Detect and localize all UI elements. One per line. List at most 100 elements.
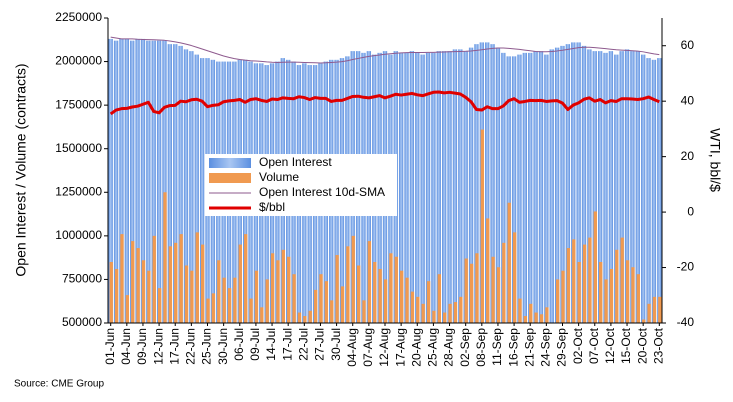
- open-interest-bar: [463, 51, 468, 323]
- open-interest-bar: [630, 51, 635, 323]
- open-interest-bar: [452, 49, 458, 323]
- open-interest-bar: [506, 56, 511, 323]
- x-tick-label: 25-Aug: [426, 328, 440, 367]
- volume-bar: [620, 237, 624, 323]
- volume-bar: [448, 303, 452, 323]
- volume-bar: [141, 260, 146, 323]
- open-interest-bar: [528, 52, 533, 323]
- volume-bar: [233, 277, 237, 323]
- open-interest-bar: [571, 42, 576, 324]
- x-tick-label: 30-Jul: [329, 328, 343, 361]
- volume-bar: [249, 298, 253, 323]
- x-tick-label: 21-Sep: [522, 328, 536, 367]
- y-tick-label: 1750000: [55, 97, 102, 111]
- volume-bar: [131, 241, 135, 323]
- open-interest-bar: [167, 44, 173, 324]
- open-interest-bar: [156, 40, 162, 324]
- volume-bar: [475, 253, 479, 323]
- legend-label: $/bbl: [259, 200, 285, 214]
- x-tick-label: 30-Jun: [216, 328, 230, 365]
- legend-swatch: [209, 173, 251, 183]
- volume-bar: [491, 256, 495, 323]
- y-axis-title: Open Interest / Volume (contracts): [13, 63, 29, 276]
- volume-bar: [647, 303, 651, 323]
- x-tick-label: 06-Jul: [232, 328, 246, 361]
- volume-bar: [168, 246, 173, 323]
- volume-bar: [642, 319, 646, 323]
- volume-bar: [443, 312, 447, 323]
- y-tick-label: 1250000: [55, 184, 102, 198]
- open-interest-bar: [146, 40, 151, 324]
- open-interest-bar: [404, 52, 409, 323]
- open-interest-bar: [113, 40, 119, 324]
- open-interest-bar: [130, 40, 135, 324]
- volume-bar: [114, 268, 119, 323]
- volume-bar: [362, 300, 366, 323]
- volume-bar: [625, 260, 630, 323]
- volume-bar: [303, 316, 307, 323]
- open-interest-bar: [592, 51, 597, 323]
- open-interest-bar: [511, 56, 517, 323]
- x-tick-label: 09-Jun: [135, 328, 149, 365]
- open-interest-bar: [135, 38, 140, 324]
- open-interest-bar: [641, 54, 646, 323]
- volume-bar: [308, 310, 312, 323]
- open-interest-bar: [178, 45, 183, 324]
- volume-bar: [373, 262, 377, 323]
- x-tick-label: 07-Oct: [587, 327, 601, 364]
- volume-bar: [545, 307, 549, 323]
- volume-bar: [287, 256, 291, 323]
- x-tick-label: 16-Sep: [506, 328, 520, 367]
- x-tick-label: 01-Jun: [103, 328, 117, 365]
- open-interest-bar: [447, 51, 452, 323]
- volume-bar: [539, 314, 544, 323]
- y2-tick-label: 40: [681, 93, 695, 107]
- volume-bar: [346, 246, 350, 323]
- y2-tick-label: -40: [677, 315, 695, 329]
- open-interest-bar: [495, 47, 501, 323]
- y2-axis-title: WTI, bbl/$: [707, 128, 723, 192]
- open-interest-bar: [490, 44, 495, 324]
- open-interest-bar: [522, 52, 527, 323]
- open-interest-bar: [194, 54, 199, 323]
- volume-bar: [152, 235, 156, 323]
- volume-bar: [604, 279, 608, 323]
- y-tick-label: 1000000: [55, 228, 102, 242]
- open-interest-bar: [597, 51, 603, 323]
- volume-bar: [507, 202, 511, 323]
- open-interest-bar: [183, 49, 189, 323]
- volume-bar: [367, 241, 372, 323]
- volume-bar: [529, 303, 533, 323]
- volume-bar: [217, 260, 221, 323]
- open-interest-bar: [576, 42, 581, 324]
- volume-bar: [340, 286, 345, 323]
- volume-bar: [502, 242, 506, 323]
- volume-bar: [383, 279, 388, 323]
- open-interest-bar: [549, 49, 554, 323]
- x-tick-label: 15-Oct: [619, 327, 633, 364]
- volume-bar: [582, 244, 587, 323]
- volume-bar: [244, 234, 248, 323]
- volume-bar: [496, 267, 501, 323]
- volume-bar: [432, 310, 436, 323]
- volume-bar: [561, 270, 565, 323]
- volume-bar: [147, 270, 151, 323]
- x-tick-label: 25-Jun: [200, 328, 214, 365]
- open-interest-bar: [398, 52, 404, 323]
- y2-tick-label: 20: [681, 149, 695, 163]
- x-tick-label: 28-Aug: [442, 328, 456, 367]
- open-interest-bar: [442, 51, 447, 323]
- open-interest-bar: [651, 59, 657, 323]
- open-interest-bar: [544, 54, 549, 323]
- x-tick-label: 12-Aug: [377, 328, 391, 367]
- volume-bar: [512, 232, 517, 323]
- volume-bar: [599, 262, 603, 323]
- volume-bar: [410, 291, 415, 323]
- legend-swatch: [209, 158, 251, 168]
- open-interest-bar: [587, 49, 592, 323]
- volume-bar: [157, 288, 162, 323]
- x-tick-label: 20-Oct: [635, 327, 649, 364]
- volume-bar: [394, 256, 398, 323]
- open-interest-bar: [614, 54, 619, 323]
- volume-bar: [389, 253, 393, 323]
